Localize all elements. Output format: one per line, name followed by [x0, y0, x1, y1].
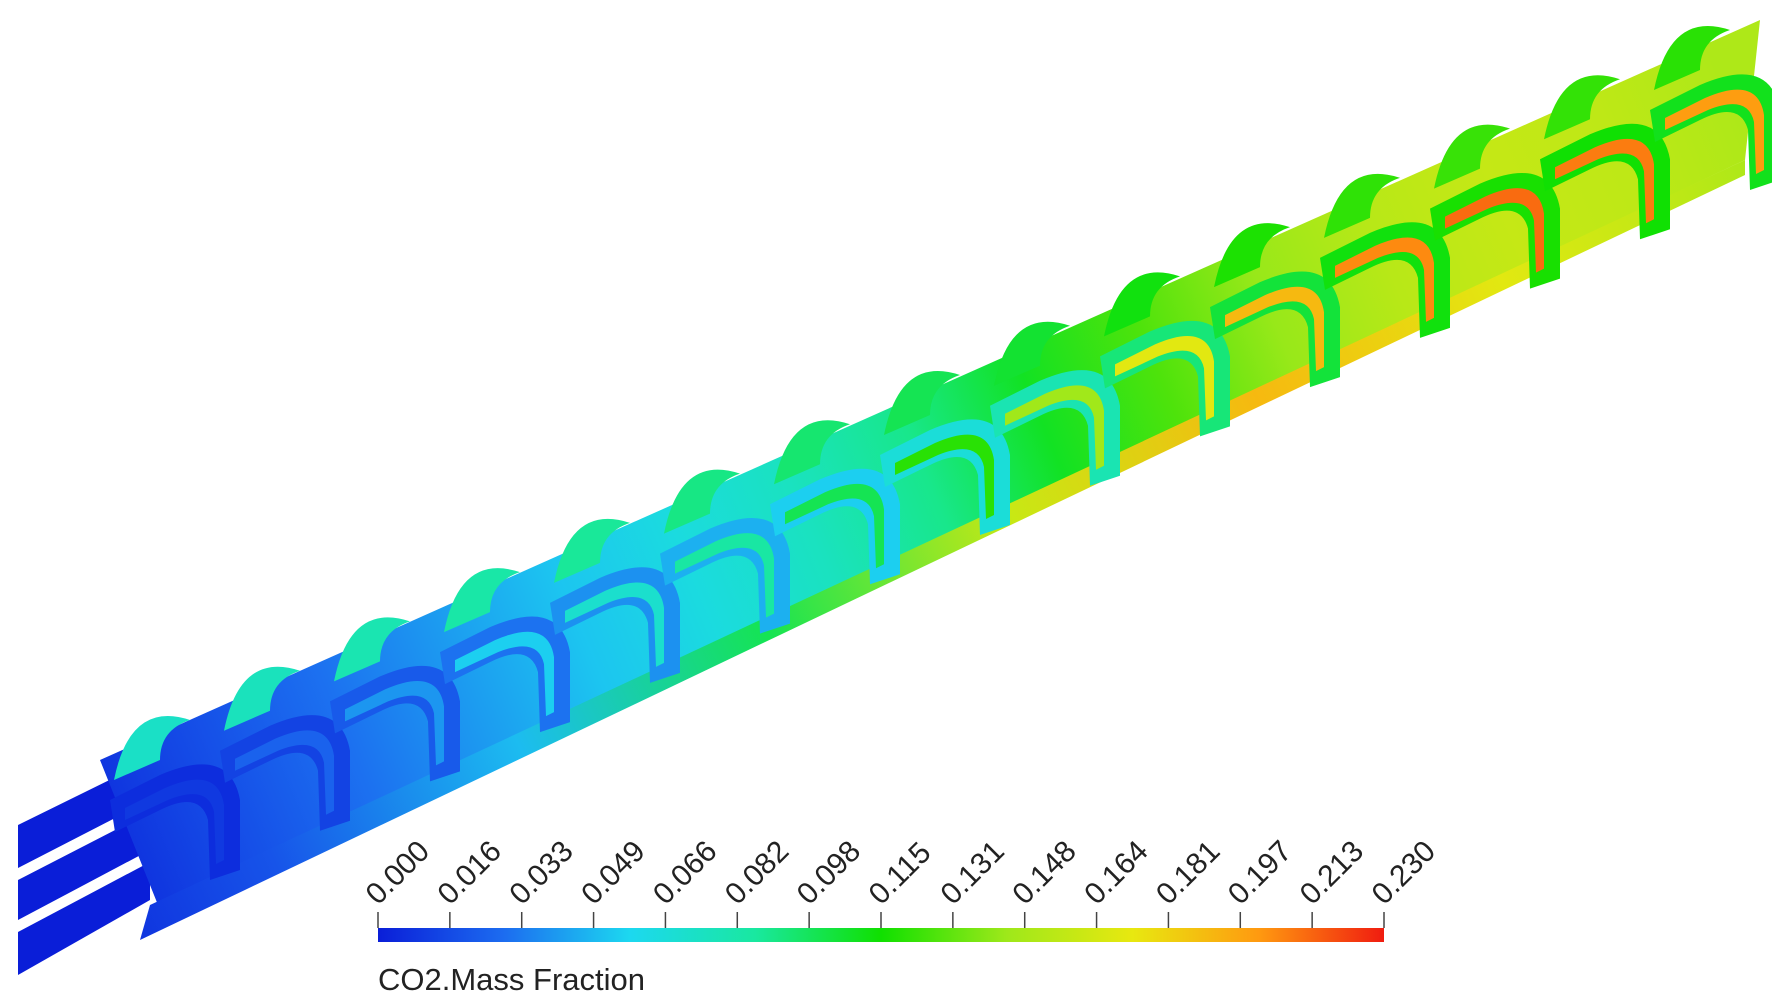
chamber-core — [1445, 188, 1544, 273]
colorbar-tick-label: 0.066 — [647, 835, 723, 911]
chamber-core — [125, 779, 224, 864]
chamber-core — [345, 681, 444, 766]
colorbar-tick-label: 0.181 — [1150, 835, 1226, 911]
colorbar — [378, 928, 1384, 942]
flight-fin — [114, 716, 190, 780]
colorbar-tick-label: 0.164 — [1078, 835, 1154, 911]
colorbar-title: CO2.Mass Fraction — [378, 962, 645, 997]
colorbar-tick-label: 0.016 — [431, 835, 507, 911]
colorbar-tick-label: 0.230 — [1366, 835, 1442, 911]
chamber-core — [1005, 385, 1104, 470]
chamber-core — [235, 730, 334, 815]
chamber-core — [675, 533, 774, 618]
bottom-wall — [140, 160, 1745, 940]
chamber-core — [1555, 138, 1654, 224]
colorbar-tick-marks — [377, 912, 1385, 928]
flight-fin — [664, 469, 740, 534]
chamber-core — [1335, 237, 1434, 322]
flight-fin — [884, 371, 960, 435]
colorbar-tick-label: 0.115 — [863, 836, 938, 911]
flight-fin — [224, 666, 300, 731]
flight-fin — [1434, 124, 1510, 189]
flight-fin — [1104, 272, 1180, 337]
chamber-core — [1225, 286, 1324, 372]
chamber-core — [785, 483, 884, 569]
colorbar-tick-label: 0.131 — [934, 835, 1010, 911]
flight-fin — [774, 420, 850, 485]
colorbar-tick-label: 0.049 — [575, 835, 651, 911]
flight-fin — [1214, 223, 1290, 288]
colorbar-tick-labels: 0.0000.0160.0330.0490.0660.0820.0980.115… — [360, 835, 1442, 911]
chamber-core — [895, 434, 994, 519]
flight-fin — [444, 568, 520, 633]
colorbar-tick-label: 0.148 — [1006, 835, 1082, 911]
flight-fin — [1654, 26, 1730, 90]
chamber-group — [110, 74, 1772, 880]
colorbar-tick-label: 0.098 — [791, 835, 867, 911]
flight-fin — [554, 518, 630, 583]
chamber-core — [455, 631, 554, 717]
colorbar-tick-label: 0.082 — [719, 835, 795, 911]
colorbar-tick-label: 0.213 — [1294, 835, 1370, 911]
chamber-core — [565, 582, 664, 667]
flight-fin — [994, 321, 1070, 386]
colorbar-tick-label: 0.197 — [1222, 835, 1298, 911]
flight-fin — [1324, 173, 1400, 238]
chamber-core — [1115, 336, 1214, 421]
colorbar-tick-label: 0.033 — [503, 835, 579, 911]
flight-group — [114, 26, 1730, 780]
chamber-core — [1665, 89, 1764, 174]
screw-channel-contour — [17, 20, 1772, 975]
flight-fin — [334, 617, 410, 682]
colorbar-legend: 0.0000.0160.0330.0490.0660.0820.0980.115… — [360, 835, 1442, 997]
colorbar-tick-label: 0.000 — [360, 835, 436, 911]
flight-fin — [1544, 75, 1620, 140]
